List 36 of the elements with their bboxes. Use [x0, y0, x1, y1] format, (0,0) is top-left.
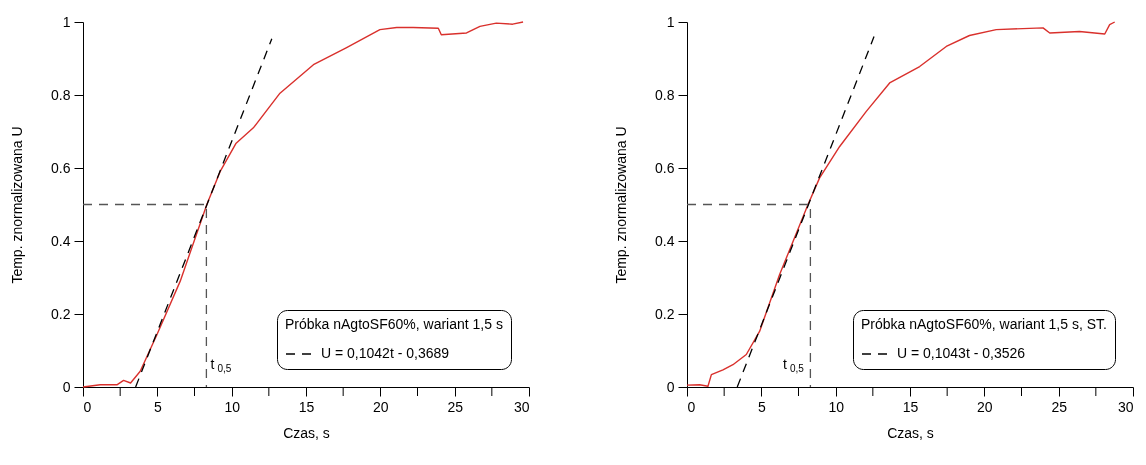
legend-title: Próbka nAgtoSF60%, wariant 1,5 s, ST. [861, 316, 1107, 332]
x-tick-label: 30 [1117, 398, 1134, 415]
x-tick-label: 15 [902, 398, 919, 415]
y-tick-label: 0.8 [51, 86, 71, 103]
y-tick-label: 0.6 [51, 159, 71, 176]
x-tick-label: 20 [977, 398, 993, 415]
y-tick-label: 1 [666, 13, 675, 30]
y-tick-label: 0.4 [655, 232, 675, 249]
x-tick-label: 10 [224, 398, 241, 415]
y-tick-label: 0.6 [655, 159, 675, 176]
x-tick-label: 0 [687, 398, 696, 415]
x-axis-title: Czas, s [887, 424, 934, 441]
y-tick-label: 0.2 [51, 305, 71, 322]
annotation: t0,5 [782, 356, 805, 374]
x-tick-label: 5 [153, 398, 162, 415]
x-tick-label: 5 [757, 398, 766, 415]
y-tick-label: 0 [62, 378, 71, 395]
x-tick-label: 25 [447, 398, 464, 415]
legend-label: U = 0,1042t - 0,3689 [321, 345, 450, 361]
y-axis-title: Temp. znormalizowana U [613, 126, 630, 284]
x-tick-label: 20 [373, 398, 389, 415]
annotation: t0,5 [210, 356, 232, 374]
legend-title: Próbka nAgtoSF60%, wariant 1,5 s [285, 316, 503, 332]
y-tick-label: 0 [666, 378, 675, 395]
x-tick-label: 25 [1051, 398, 1068, 415]
legend-label: U = 0,1043t - 0,3526 [897, 345, 1026, 361]
y-tick-label: 0.8 [655, 86, 675, 103]
x-tick-label: 30 [513, 398, 530, 415]
y-tick-label: 0.2 [655, 305, 675, 322]
y-tick-label: 1 [62, 13, 71, 30]
x-axis-title: Czas, s [283, 424, 330, 441]
y-tick-label: 0.4 [51, 232, 71, 249]
x-tick-label: 0 [83, 398, 92, 415]
x-tick-label: 10 [828, 398, 845, 415]
y-axis-title: Temp. znormalizowana U [9, 126, 26, 284]
x-tick-label: 15 [298, 398, 315, 415]
